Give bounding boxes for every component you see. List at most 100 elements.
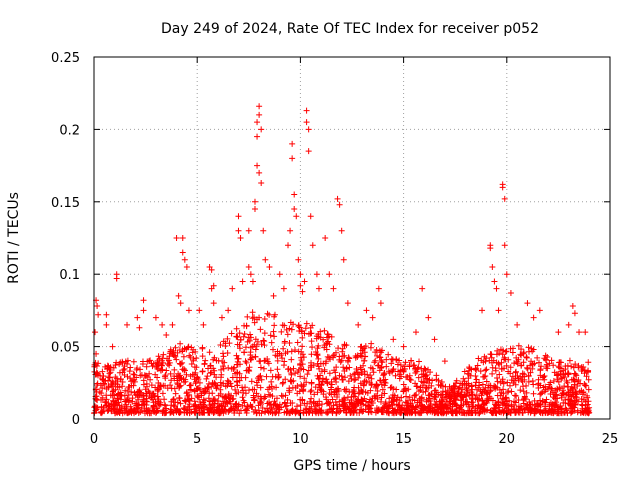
data-point <box>578 364 585 371</box>
data-point <box>296 328 303 335</box>
data-point <box>459 410 466 417</box>
data-point <box>257 372 264 379</box>
data-point <box>282 376 289 383</box>
data-point <box>486 357 493 364</box>
data-point <box>327 406 334 413</box>
data-point <box>258 376 265 383</box>
data-point <box>314 360 321 367</box>
data-point <box>248 403 255 410</box>
data-point <box>396 397 403 404</box>
data-point <box>340 256 347 263</box>
data-point <box>268 339 275 346</box>
data-point <box>584 394 591 401</box>
data-point <box>562 363 569 370</box>
data-point <box>220 398 227 405</box>
data-point <box>211 367 218 374</box>
data-point <box>543 396 550 403</box>
data-point <box>270 346 277 353</box>
data-point <box>199 345 206 352</box>
data-point <box>217 390 224 397</box>
data-point <box>270 292 277 299</box>
data-point <box>177 300 184 307</box>
data-point <box>429 409 436 416</box>
data-point <box>290 365 297 372</box>
data-point <box>440 404 447 411</box>
data-point <box>205 380 212 387</box>
data-point <box>102 399 109 406</box>
data-point <box>273 384 280 391</box>
data-point <box>333 393 340 400</box>
data-point <box>407 377 414 384</box>
data-point <box>446 392 453 399</box>
data-point <box>503 271 510 278</box>
data-point <box>576 329 583 336</box>
data-point <box>354 399 361 406</box>
data-point <box>555 363 562 370</box>
data-point <box>113 275 120 282</box>
data-point <box>486 393 493 400</box>
data-point <box>243 410 250 417</box>
data-point <box>412 380 419 387</box>
data-point <box>480 400 487 407</box>
data-point <box>400 381 407 388</box>
data-point <box>143 363 150 370</box>
data-point <box>114 395 121 402</box>
data-point <box>313 333 320 340</box>
data-point <box>171 366 178 373</box>
data-point <box>319 378 326 385</box>
data-point <box>261 342 268 349</box>
data-point <box>116 409 123 416</box>
data-point <box>127 364 134 371</box>
data-point <box>566 357 573 364</box>
data-point <box>256 169 263 176</box>
data-point <box>328 333 335 340</box>
data-point <box>299 288 306 295</box>
data-point <box>479 397 486 404</box>
data-point <box>541 403 548 410</box>
data-point <box>139 360 146 367</box>
data-point <box>140 397 147 404</box>
data-point <box>109 378 116 385</box>
data-point <box>398 404 405 411</box>
data-point <box>336 201 343 208</box>
data-point <box>257 364 264 371</box>
data-point <box>299 334 306 341</box>
data-point <box>386 395 393 402</box>
data-point <box>300 410 307 417</box>
data-point <box>283 402 290 409</box>
data-point <box>373 383 380 390</box>
data-point <box>229 396 236 403</box>
data-point <box>279 355 286 362</box>
data-point <box>316 402 323 409</box>
data-point <box>522 405 529 412</box>
data-point <box>141 372 148 379</box>
data-point <box>181 367 188 374</box>
data-point <box>574 378 581 385</box>
data-point <box>316 376 323 383</box>
data-point <box>379 359 386 366</box>
data-point <box>191 376 198 383</box>
data-point <box>279 393 286 400</box>
data-point <box>367 364 374 371</box>
data-point <box>390 385 397 392</box>
data-point <box>463 380 470 387</box>
data-point <box>542 383 549 390</box>
data-point <box>537 402 544 409</box>
data-point <box>468 366 475 373</box>
data-point <box>94 303 101 310</box>
data-point <box>185 396 192 403</box>
data-point <box>438 409 445 416</box>
data-point <box>438 410 445 417</box>
data-point <box>456 384 463 391</box>
data-point <box>307 213 314 220</box>
data-point <box>529 365 536 372</box>
data-point <box>381 371 388 378</box>
data-point <box>538 363 545 370</box>
data-point <box>418 394 425 401</box>
data-point <box>312 408 319 415</box>
data-point <box>157 383 164 390</box>
data-point <box>345 358 352 365</box>
data-point <box>493 285 500 292</box>
data-point <box>501 354 508 361</box>
data-point <box>343 365 350 372</box>
